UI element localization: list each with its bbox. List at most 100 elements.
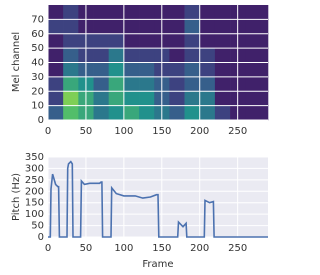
heatmap-cell bbox=[123, 76, 140, 92]
heatmap-cell bbox=[139, 33, 155, 49]
heatmap-cell bbox=[199, 33, 216, 49]
y-tick-label: 200 bbox=[25, 186, 44, 197]
heatmap-cell bbox=[93, 76, 109, 92]
heatmap-cell bbox=[48, 105, 64, 121]
heatmap-cell bbox=[214, 48, 231, 63]
heatmap-cell bbox=[245, 105, 261, 121]
heatmap-cell bbox=[63, 62, 79, 78]
heatmap-cell bbox=[169, 62, 185, 78]
x-axis-label: Frame bbox=[142, 259, 173, 270]
y-tick-label: 20 bbox=[31, 86, 44, 97]
heatmap-cell bbox=[184, 62, 201, 78]
y-tick-label: 30 bbox=[31, 72, 44, 83]
heatmap-cell bbox=[245, 33, 261, 49]
heatmap-cell bbox=[260, 5, 269, 20]
heatmap-cell bbox=[48, 76, 64, 92]
heatmap-cell bbox=[63, 48, 79, 63]
x-tick-label: 250 bbox=[228, 126, 247, 137]
y-tick-label: 100 bbox=[25, 209, 44, 220]
heatmap-cell bbox=[245, 5, 261, 20]
heatmap-cell bbox=[93, 48, 109, 63]
y-axis-label: Mel channel bbox=[11, 32, 22, 92]
heatmap-cell bbox=[139, 91, 155, 106]
heatmap-cell bbox=[169, 19, 185, 35]
heatmap-cell bbox=[63, 33, 79, 49]
heatmap-cell bbox=[108, 91, 125, 106]
y-tick-label: 70 bbox=[31, 14, 44, 25]
heatmap-cell bbox=[169, 5, 185, 20]
heatmap-cell bbox=[93, 5, 109, 20]
heatmap-cell bbox=[214, 105, 231, 121]
y-tick-label: 0 bbox=[38, 115, 44, 126]
x-tick-label: 50 bbox=[80, 243, 93, 254]
heatmap-cell bbox=[48, 62, 64, 78]
heatmap-cell bbox=[214, 62, 231, 78]
heatmap-cell bbox=[93, 91, 109, 106]
heatmap-cell bbox=[48, 5, 64, 20]
heatmap-cell bbox=[199, 76, 216, 92]
heatmap-cell bbox=[63, 91, 79, 106]
heatmap-cell bbox=[48, 91, 64, 106]
y-tick-label: 0 bbox=[38, 232, 44, 243]
heatmap-cell bbox=[139, 76, 155, 92]
heatmap-cell bbox=[184, 76, 201, 92]
heatmap-cell bbox=[108, 5, 125, 20]
heatmap-cell bbox=[63, 5, 79, 20]
heatmap-cell bbox=[199, 91, 216, 106]
heatmap-cell bbox=[108, 105, 125, 121]
heatmap-cell bbox=[48, 19, 64, 35]
heatmap-cell bbox=[108, 48, 125, 63]
heatmap-cell bbox=[123, 62, 140, 78]
heatmap-cell bbox=[169, 33, 185, 49]
heatmap-cell bbox=[199, 105, 216, 121]
heatmap-cell bbox=[123, 19, 140, 35]
y-tick-label: 250 bbox=[25, 175, 44, 186]
heatmap-cell bbox=[260, 48, 269, 63]
x-tick-label: 100 bbox=[114, 243, 133, 254]
heatmap-cell bbox=[199, 5, 216, 20]
heatmap-cell bbox=[260, 33, 269, 49]
heatmap-cell bbox=[108, 19, 125, 35]
heatmap-cell bbox=[214, 5, 231, 20]
heatmap-cell bbox=[169, 105, 185, 121]
heatmap-cell bbox=[260, 62, 269, 78]
heatmap-cell bbox=[199, 62, 216, 78]
heatmap-cell bbox=[245, 76, 261, 92]
heatmap-cell bbox=[260, 76, 269, 92]
x-tick-label: 0 bbox=[45, 126, 51, 137]
heatmap-cell bbox=[108, 33, 125, 49]
heatmap-cell bbox=[63, 105, 79, 121]
y-tick-label: 40 bbox=[31, 58, 44, 69]
heatmap-cell bbox=[245, 91, 261, 106]
y-tick-label: 150 bbox=[25, 198, 44, 209]
heatmap-cell bbox=[139, 5, 155, 20]
y-tick-label: 300 bbox=[25, 163, 44, 174]
heatmap-cell bbox=[184, 48, 201, 63]
x-tick-label: 0 bbox=[45, 243, 51, 254]
heatmap-cell bbox=[123, 91, 140, 106]
x-tick-label: 200 bbox=[190, 126, 209, 137]
heatmap-cell bbox=[108, 76, 125, 92]
x-tick-label: 200 bbox=[190, 243, 209, 254]
y-axis-label: Pitch (Hz) bbox=[11, 173, 22, 221]
heatmap-cell bbox=[48, 33, 64, 49]
heatmap-cell bbox=[63, 19, 79, 35]
heatmap-cell bbox=[93, 105, 109, 121]
x-tick-label: 50 bbox=[80, 126, 93, 137]
chart: Mel channel Pitch (Hz) Frame 0 10 20 30 40 50… bbox=[11, 5, 269, 270]
heatmap-cell bbox=[63, 76, 79, 92]
heatmap-cell bbox=[199, 19, 216, 35]
heatmap-cell bbox=[169, 76, 185, 92]
heatmap-cell bbox=[93, 19, 109, 35]
heatmap-cell bbox=[184, 33, 201, 49]
heatmap-cell bbox=[108, 62, 125, 78]
heatmap-cell bbox=[139, 48, 155, 63]
heatmap-cell bbox=[245, 19, 261, 35]
y-tick-label: 60 bbox=[31, 29, 44, 40]
heatmap-cell bbox=[139, 62, 155, 78]
heatmap-cell bbox=[214, 33, 231, 49]
x-tick-label: 150 bbox=[152, 243, 171, 254]
heatmap-cell bbox=[93, 62, 109, 78]
heatmap-cell bbox=[199, 48, 216, 63]
heatmap-cell bbox=[139, 19, 155, 35]
